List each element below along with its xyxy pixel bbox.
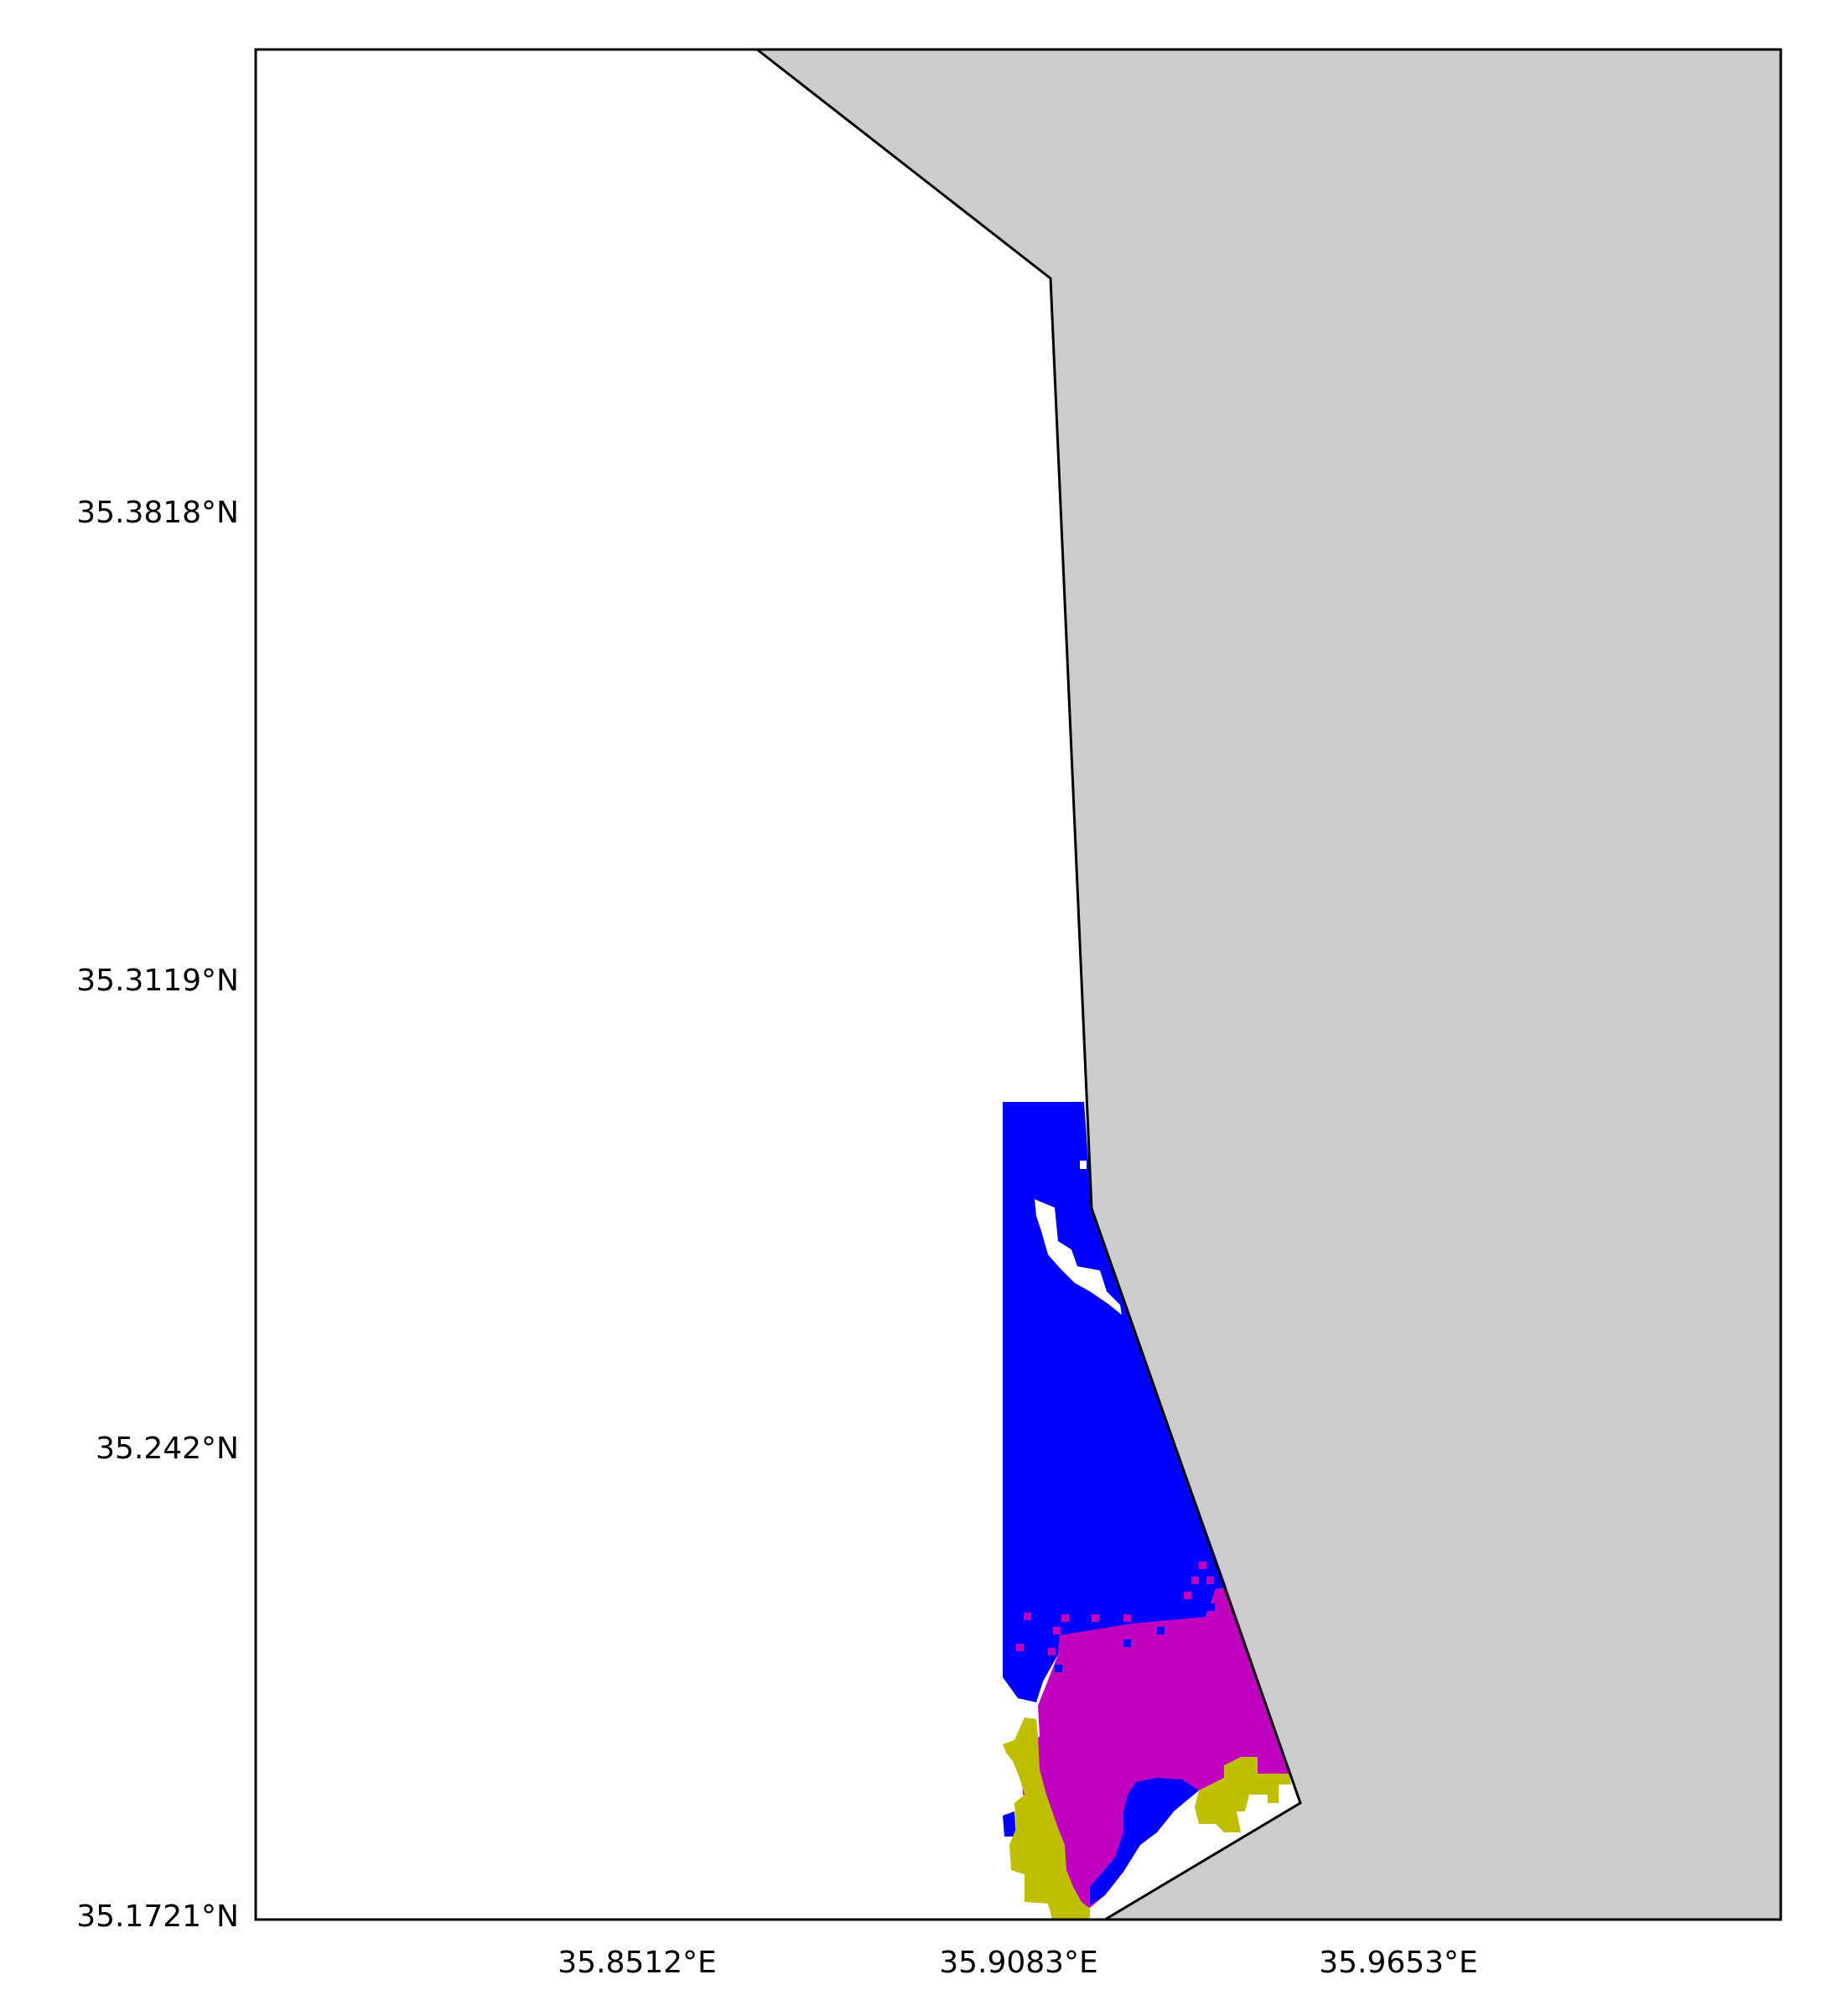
raster-gap xyxy=(1080,1161,1087,1169)
raster-class-b xyxy=(1021,1587,1291,1908)
land-area xyxy=(757,49,1781,1920)
raster-layer xyxy=(1003,1102,1291,1920)
raster-class-a-lower xyxy=(1090,1778,1199,1905)
raster-class-a-lower-left xyxy=(1003,1811,1016,1837)
raster-class-c xyxy=(1003,1717,1090,1920)
raster-class-c-right xyxy=(1195,1757,1291,1832)
coastline xyxy=(756,48,1302,1921)
raster-gap xyxy=(1035,1199,1122,1315)
lon-tick-label: 35.8512°E xyxy=(558,1946,717,1980)
raster-class-a-speckles xyxy=(1055,1603,1215,1672)
lat-tick-label: 35.3119°N xyxy=(76,964,239,998)
lon-tick-label: 35.9653°E xyxy=(1319,1946,1478,1980)
lon-tick-label: 35.9083°E xyxy=(939,1946,1098,1980)
raster-class-b-speckles xyxy=(1016,1561,1222,1655)
lat-tick-label: 35.3818°N xyxy=(76,496,239,530)
lat-tick-label: 35.1721°N xyxy=(76,1899,239,1934)
lat-tick-label: 35.242°N xyxy=(96,1431,239,1466)
map-frame xyxy=(254,48,1782,1921)
